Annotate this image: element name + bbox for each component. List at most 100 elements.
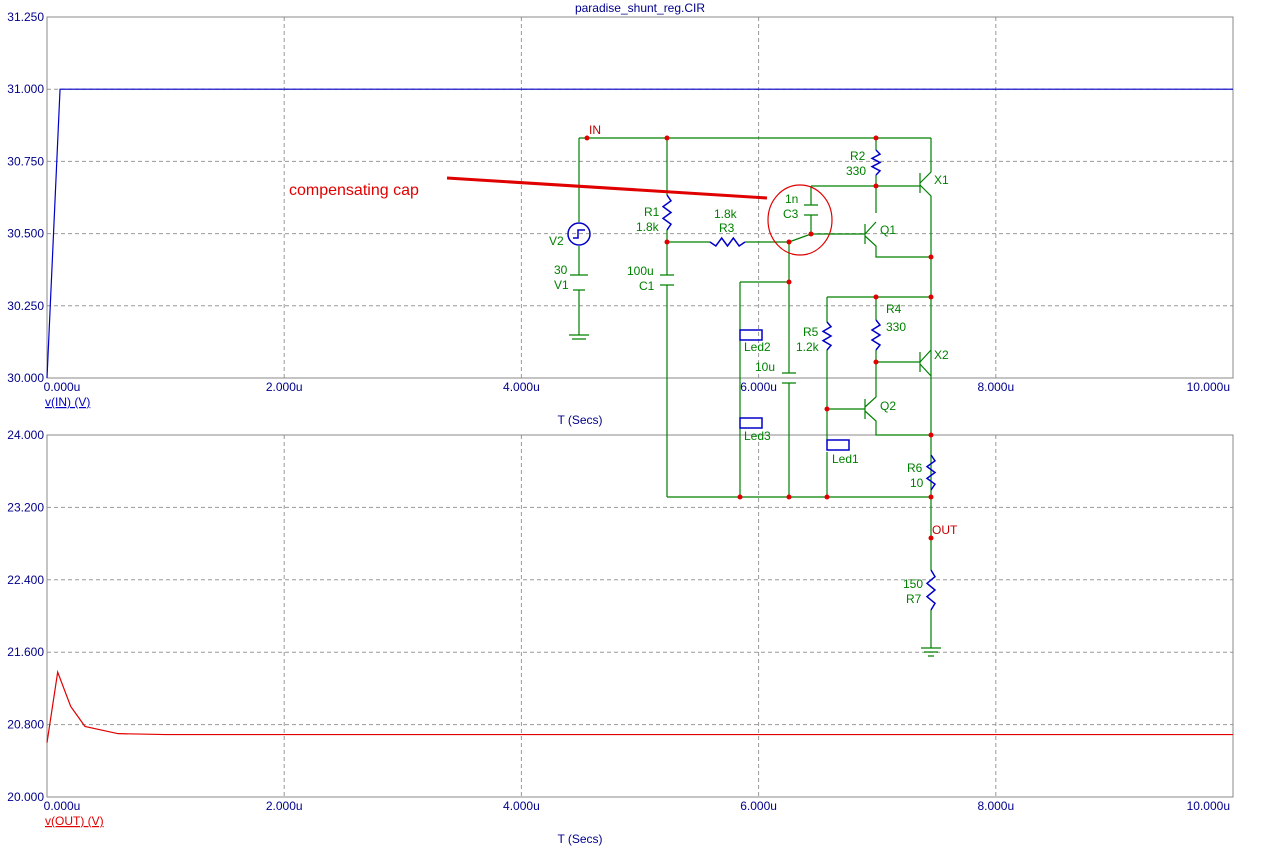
component-label: Led2 <box>744 340 771 354</box>
x-tick-label: 8.000u <box>977 380 1014 394</box>
component-label: V2 <box>549 234 564 248</box>
schematic: compensating cap INR2330X11nC3R11.8k1.8k… <box>289 123 958 657</box>
series-line <box>46 669 1233 743</box>
component-label: R7 <box>906 592 922 606</box>
node <box>873 294 879 300</box>
leds <box>739 329 850 451</box>
node <box>873 359 879 365</box>
resistor <box>870 149 882 176</box>
x-tick-label: 4.000u <box>503 380 540 394</box>
y-tick-label: 30.750 <box>7 154 44 168</box>
y-tick-label: 31.250 <box>7 10 44 24</box>
source <box>567 222 591 246</box>
component-label: R3 <box>719 221 735 235</box>
node <box>928 254 934 260</box>
resistor <box>925 454 937 491</box>
y-tick-label: 24.000 <box>7 428 44 442</box>
plot-frame <box>46 434 1234 798</box>
x-axis-label: T (Secs) <box>557 832 602 846</box>
plots: paradise_shunt_reg.CIR 30.000 30.250 30.500… <box>7 1 1234 846</box>
legend-entry: v(OUT) (V) <box>45 814 104 828</box>
plot-frame <box>46 16 1234 379</box>
component-label: 10 <box>910 476 924 490</box>
annotation: compensating cap <box>289 182 419 199</box>
x-tick-label: 0.000u <box>44 799 81 813</box>
component-label: Q2 <box>880 399 896 413</box>
y-tick-label: 23.200 <box>7 500 44 514</box>
component-label: 10u <box>755 360 775 374</box>
node <box>786 494 792 500</box>
legend-entry: v(IN) (V) <box>45 395 90 409</box>
component-label: Led3 <box>744 429 771 443</box>
node <box>928 494 934 500</box>
chart-title: paradise_shunt_reg.CIR <box>575 1 705 15</box>
resistor <box>870 319 882 351</box>
y-tick-label: 22.400 <box>7 573 44 587</box>
y-tick-label: 20.800 <box>7 718 44 732</box>
x-axis-label: T (Secs) <box>557 413 602 427</box>
component-label: 1.8k <box>714 207 738 221</box>
node <box>737 494 743 500</box>
x-tick-label: 10.000u <box>1187 799 1230 813</box>
capacitors <box>570 204 818 384</box>
component-label: C1 <box>639 279 655 293</box>
resistor <box>709 236 746 248</box>
component-label: 100u <box>627 264 654 278</box>
component-label: X2 <box>934 348 949 362</box>
y-tick-label: 30.250 <box>7 299 44 313</box>
y-tick-label: 31.000 <box>7 82 44 96</box>
x-tick-label: 10.000u <box>1187 380 1230 394</box>
x-tick-label: 2.000u <box>266 799 303 813</box>
component-label: IN <box>589 123 601 137</box>
component-label: C3 <box>783 207 799 221</box>
resistor <box>821 321 833 351</box>
component-label: 150 <box>903 577 923 591</box>
y-tick-label: 30.000 <box>7 371 44 385</box>
node <box>664 239 670 245</box>
component-label: V1 <box>554 278 569 292</box>
component-label: 30 <box>554 263 568 277</box>
node <box>584 135 590 141</box>
y-tick-label: 21.600 <box>7 645 44 659</box>
source-wave <box>573 229 585 239</box>
x-tick-label: 4.000u <box>503 799 540 813</box>
x-tick-label: 0.000u <box>44 380 81 394</box>
series-line <box>46 88 1233 379</box>
node <box>928 294 934 300</box>
component-label: X1 <box>934 173 949 187</box>
x-tick-label: 8.000u <box>977 799 1014 813</box>
y-tick-label: 20.000 <box>7 790 44 804</box>
x-tick-label: 2.000u <box>266 380 303 394</box>
node <box>873 183 879 189</box>
component-label: Led1 <box>832 452 859 466</box>
annotation-circle <box>767 184 833 256</box>
component-label: OUT <box>932 523 958 537</box>
node <box>824 406 830 412</box>
node <box>786 239 792 245</box>
component-label: 330 <box>886 320 906 334</box>
node <box>928 432 934 438</box>
component-label: Q1 <box>880 223 896 237</box>
component-label: 1n <box>785 192 798 206</box>
component-label: R5 <box>803 325 819 339</box>
component-label: 1.2k <box>796 340 820 354</box>
annotation-arrow <box>446 176 768 200</box>
resistor <box>925 569 937 611</box>
component-label: R6 <box>907 461 923 475</box>
component-label: R1 <box>644 205 660 219</box>
node <box>664 135 670 141</box>
resistors <box>661 149 937 611</box>
node <box>808 231 814 237</box>
component-label: 1.8k <box>636 220 660 234</box>
component-label: R4 <box>886 302 902 316</box>
component-label: 330 <box>846 164 866 178</box>
x-tick-label: 6.000u <box>740 380 777 394</box>
node <box>928 535 934 541</box>
node <box>824 494 830 500</box>
nodes <box>584 135 934 541</box>
y-tick-label: 30.500 <box>7 227 44 241</box>
component-label: R2 <box>850 149 866 163</box>
node <box>873 135 879 141</box>
